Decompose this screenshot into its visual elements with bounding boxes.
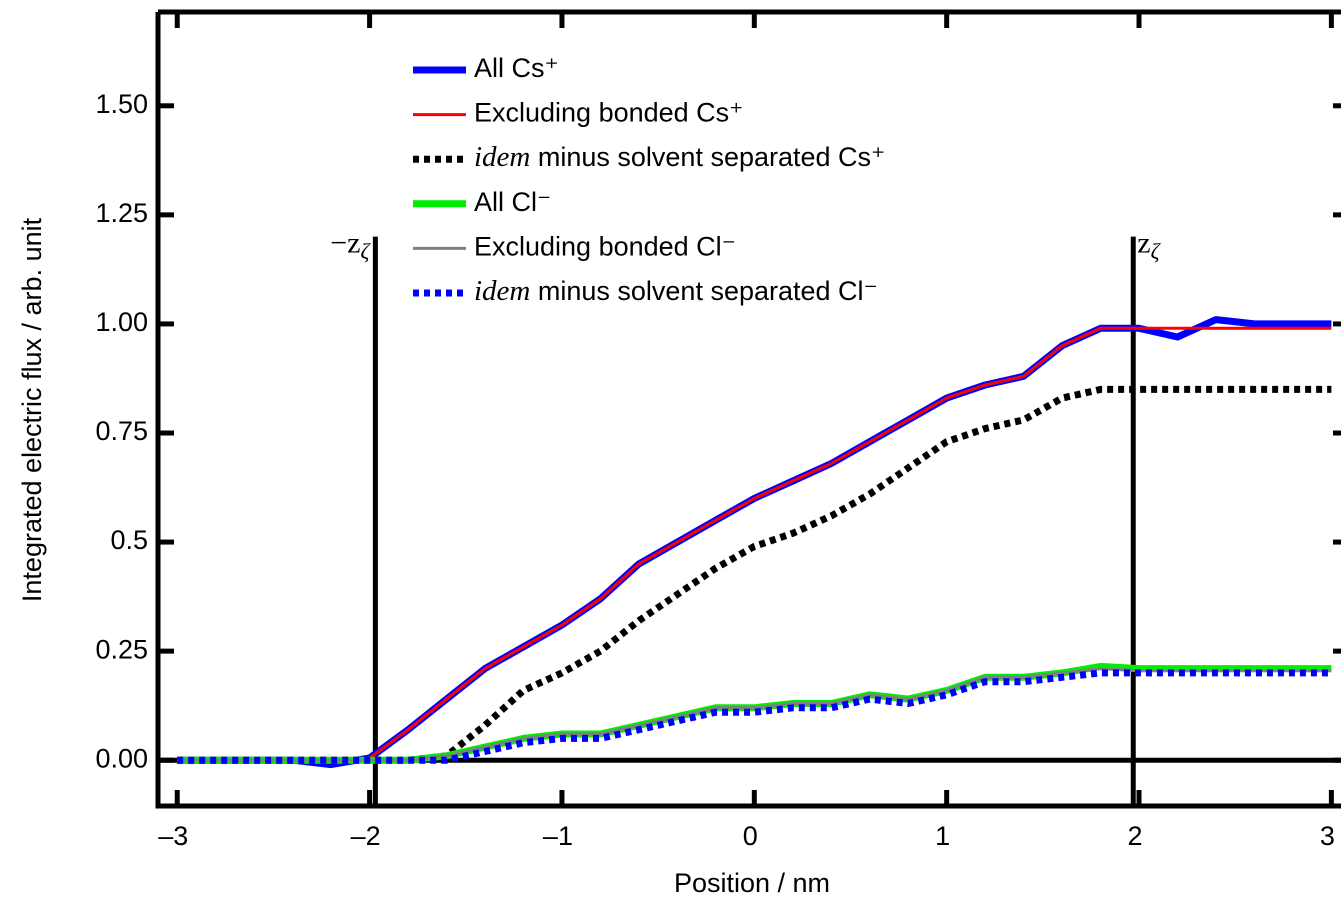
y-tick-label: 1.00 [95, 307, 148, 337]
legend-label-rest: minus solvent separated Cs⁺ [530, 142, 885, 172]
legend-label: Excluding bonded Cs⁺ [474, 98, 743, 128]
x-tick-label: 3 [1320, 821, 1335, 851]
series-line [177, 669, 1332, 764]
zeta-label-main: −z [330, 226, 360, 259]
legend-label: All Cl⁻ [474, 187, 551, 217]
legend-label: idem minus solvent separated Cs⁺ [474, 141, 885, 173]
zeta-label-main: z [1137, 226, 1150, 259]
x-tick-label: 2 [1128, 821, 1143, 851]
legend-label: idem minus solvent separated Cl⁻ [474, 275, 878, 307]
series-line [177, 667, 1332, 762]
y-tick-label: 1.25 [95, 198, 148, 228]
x-tick-label: 0 [743, 821, 758, 851]
x-tick-label: –2 [351, 821, 381, 851]
x-axis-label: Position / nm [674, 868, 830, 898]
zeta-label: −zζ [330, 226, 371, 263]
legend-label-italic: idem [474, 141, 530, 173]
legend-label-italic: idem [474, 275, 530, 307]
series-line [177, 326, 1332, 762]
y-axis-label: Integrated electric flux / arb. unit [17, 217, 47, 602]
y-tick-label: 0.25 [95, 634, 148, 664]
y-tick-label: 1.50 [95, 89, 148, 119]
legend-label: Excluding bonded Cl⁻ [474, 232, 736, 262]
plot-frame [155, 9, 1341, 809]
x-tick-label: 1 [935, 821, 950, 851]
zeta-label-sub: ζ [1151, 238, 1162, 263]
zeta-label-sub: ζ [360, 238, 371, 263]
legend-label-rest: minus solvent separated Cl⁻ [530, 276, 877, 306]
legend-label: All Cs⁺ [474, 53, 559, 83]
series-line [177, 316, 1332, 769]
y-tick-label: 0.75 [95, 416, 148, 446]
x-tick-label: –1 [543, 821, 573, 851]
y-tick-label: 0.00 [95, 743, 148, 773]
series-line [177, 662, 1332, 764]
x-tick-label: –3 [158, 821, 188, 851]
y-tick-label: 0.5 [110, 525, 148, 555]
zeta-label: zζ [1137, 226, 1161, 263]
